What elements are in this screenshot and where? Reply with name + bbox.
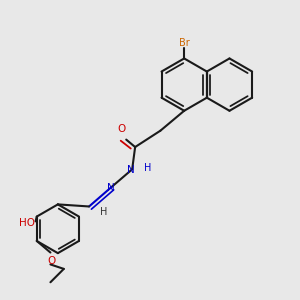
Text: H: H: [144, 163, 151, 173]
Text: H: H: [100, 207, 107, 217]
Text: O: O: [118, 124, 126, 134]
Text: Br: Br: [179, 38, 190, 48]
Text: O: O: [48, 256, 56, 266]
Text: HO: HO: [19, 218, 35, 228]
Text: N: N: [127, 165, 135, 175]
Text: N: N: [106, 183, 114, 193]
